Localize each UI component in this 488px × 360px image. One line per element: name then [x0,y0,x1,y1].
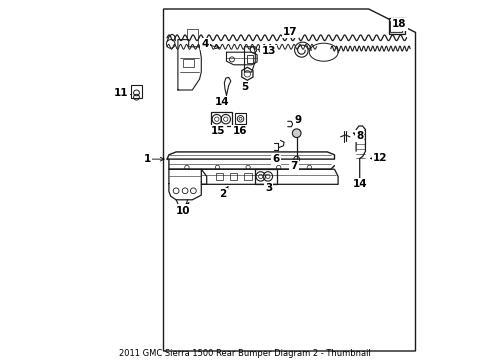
Text: 12: 12 [372,153,386,163]
Text: 4: 4 [201,39,208,49]
Text: 2011 GMC Sierra 1500 Rear Bumper Diagram 2 - Thumbnail: 2011 GMC Sierra 1500 Rear Bumper Diagram… [118,349,370,358]
Bar [211,112,232,126]
Text: 13: 13 [261,46,275,57]
Bar [215,173,223,180]
Text: 11: 11 [114,88,128,98]
Text: 1: 1 [143,154,151,164]
Text: 8: 8 [355,131,363,141]
Bar [389,21,401,32]
Bar [244,173,251,180]
Bar [230,173,237,180]
Text: 5: 5 [241,82,248,92]
Text: 16: 16 [232,126,246,136]
Bar [255,169,276,184]
Bar [235,113,245,124]
Text: 17: 17 [283,27,297,37]
Text: 10: 10 [175,206,189,216]
Bar [387,18,404,34]
Text: 9: 9 [294,114,301,125]
Text: 14: 14 [214,97,229,107]
Bar [183,59,194,67]
Circle shape [292,129,301,138]
Bar [131,85,142,98]
Text: 7: 7 [289,161,297,171]
Text: 3: 3 [264,183,272,193]
Text: 15: 15 [210,126,225,136]
Text: 6: 6 [272,154,279,164]
Text: 18: 18 [391,19,406,30]
Text: 2: 2 [219,189,226,199]
Bar [246,55,253,63]
Text: 14: 14 [352,179,366,189]
